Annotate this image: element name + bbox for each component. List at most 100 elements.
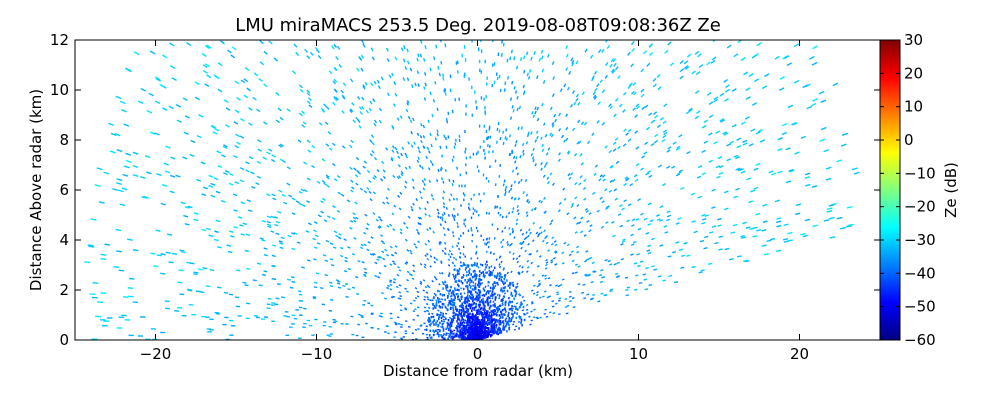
radar-gate [477, 293, 480, 297]
radar-gate [444, 298, 446, 301]
radar-gate [433, 319, 436, 322]
radar-gate [647, 251, 652, 255]
radar-gate [493, 266, 496, 269]
radar-gate [677, 217, 682, 220]
radar-gate [449, 333, 451, 336]
radar-gate [88, 245, 95, 248]
radar-gate [423, 310, 427, 313]
radar-gate [321, 180, 326, 184]
radar-gate [462, 231, 465, 235]
radar-gate [248, 209, 253, 213]
radar-gate [439, 329, 441, 333]
radar-gate [372, 98, 376, 103]
radar-gate [630, 243, 635, 246]
radar-gate [469, 290, 471, 293]
radar-gate [441, 294, 444, 297]
radar-gate [464, 301, 467, 305]
radar-gate [422, 124, 426, 129]
radar-gate [511, 230, 515, 234]
radar-gate [625, 177, 630, 181]
radar-gate [836, 216, 843, 220]
radar-gate [477, 335, 480, 338]
radar-gate [410, 144, 414, 148]
radar-gate [371, 150, 375, 154]
radar-gate [161, 183, 168, 187]
radar-gate [547, 277, 551, 280]
radar-gate [570, 57, 574, 62]
radar-gate [466, 314, 468, 318]
radar-gate [462, 287, 465, 291]
radar-gate [101, 324, 108, 327]
radar-gate [516, 205, 519, 208]
radar-gate [457, 269, 460, 272]
radar-gate [489, 135, 492, 139]
radar-gate [514, 197, 517, 201]
radar-gate [485, 266, 487, 269]
radar-gate [485, 238, 488, 241]
radar-gate [484, 112, 487, 116]
radar-gate [565, 45, 569, 50]
radar-gate [266, 307, 271, 310]
radar-gate [492, 300, 495, 303]
radar-gate [316, 242, 321, 245]
radar-gate [468, 203, 470, 206]
radar-gate [523, 69, 526, 74]
radar-gate [468, 270, 470, 273]
radar-gate [645, 172, 650, 176]
radar-gate [442, 312, 444, 315]
radar-gate [461, 282, 464, 285]
radar-gate [193, 271, 199, 274]
radar-gate [610, 58, 615, 63]
radar-gate [206, 44, 212, 49]
radar-gate [613, 188, 618, 192]
radar-gate [574, 196, 578, 200]
radar-gate [566, 304, 570, 307]
radar-gate [496, 227, 499, 231]
radar-gate [462, 320, 465, 323]
radar-gate [497, 121, 500, 126]
radar-gate [483, 273, 485, 276]
radar-gate [482, 270, 485, 274]
radar-gate [425, 328, 428, 331]
radar-gate [255, 316, 260, 319]
radar-gate [106, 317, 113, 319]
radar-gate [491, 63, 494, 67]
radar-gate [444, 220, 447, 224]
radar-gate [650, 120, 655, 124]
radar-gate [555, 284, 558, 287]
radar-gate [467, 327, 470, 330]
radar-gate [404, 66, 408, 70]
radar-gate [446, 284, 448, 287]
radar-gate [432, 307, 434, 310]
radar-gate [583, 297, 587, 300]
radar-gate [449, 295, 452, 298]
radar-gate [299, 314, 303, 317]
radar-gate [550, 260, 554, 264]
radar-gate [561, 278, 565, 281]
radar-gate [465, 304, 468, 307]
radar-gate [239, 135, 245, 139]
radar-gate [451, 109, 454, 114]
radar-gate [654, 114, 659, 119]
radar-gate [332, 162, 336, 167]
radar-gate [504, 301, 507, 305]
radar-gate [641, 106, 646, 111]
radar-gate [480, 49, 483, 54]
radar-gate [531, 156, 535, 160]
radar-gate [544, 308, 547, 311]
radar-gate [729, 140, 735, 145]
radar-gate [559, 283, 563, 287]
radar-gate [210, 182, 216, 186]
radar-gate [478, 303, 480, 306]
radar-gate [491, 292, 493, 296]
radar-gate [463, 301, 466, 305]
radar-gate [283, 315, 288, 317]
radar-gate [389, 245, 393, 249]
radar-gate [501, 245, 504, 249]
radar-gate [486, 300, 489, 303]
radar-gate [444, 87, 447, 92]
radar-gate [362, 165, 366, 169]
radar-gate [459, 321, 462, 324]
radar-gate [469, 335, 472, 338]
radar-gate [753, 78, 760, 83]
